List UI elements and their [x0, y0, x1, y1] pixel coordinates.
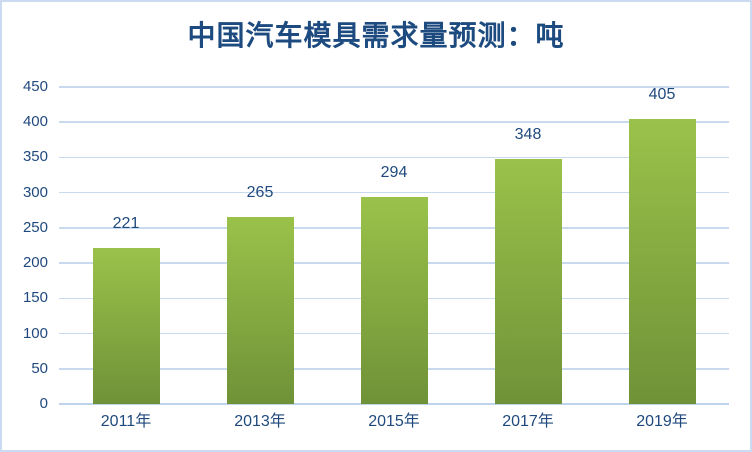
x-tick-label: 2015年 [368, 413, 420, 430]
data-label: 405 [648, 85, 676, 103]
data-label: 348 [514, 125, 542, 143]
y-tick-label: 50 [31, 359, 48, 377]
y-tick-label: 200 [22, 254, 48, 272]
y-tick-label: 400 [22, 113, 48, 131]
x-tick-label: 2017年 [502, 413, 554, 430]
gridline [59, 156, 729, 159]
bar-2017年 [494, 158, 562, 404]
data-label: 265 [246, 184, 274, 202]
plot-area [59, 86, 729, 405]
y-tick-label: 150 [22, 289, 48, 307]
x-tick-label: 2013年 [234, 413, 286, 430]
y-tick-label: 350 [22, 148, 48, 166]
bar-2015年 [360, 196, 428, 404]
bar-2013年 [226, 217, 294, 404]
gridline [59, 191, 729, 194]
data-label: 294 [380, 163, 408, 181]
x-tick-label: 2019年 [636, 413, 688, 430]
bar-2019年 [628, 118, 696, 404]
y-tick-label: 250 [22, 218, 48, 236]
x-axis-line [59, 403, 729, 405]
y-tick-label: 300 [22, 183, 48, 201]
x-tick-label: 2011年 [100, 413, 152, 430]
gridline [59, 86, 729, 88]
data-label: 221 [112, 215, 140, 233]
chart-title: 中国汽车模具需求量预测：吨 [187, 19, 565, 52]
gridline [59, 121, 729, 123]
y-tick-label: 100 [22, 324, 48, 342]
y-tick-label: 0 [39, 395, 48, 412]
y-tick-label: 450 [22, 78, 48, 95]
bar-2011年 [92, 248, 160, 404]
